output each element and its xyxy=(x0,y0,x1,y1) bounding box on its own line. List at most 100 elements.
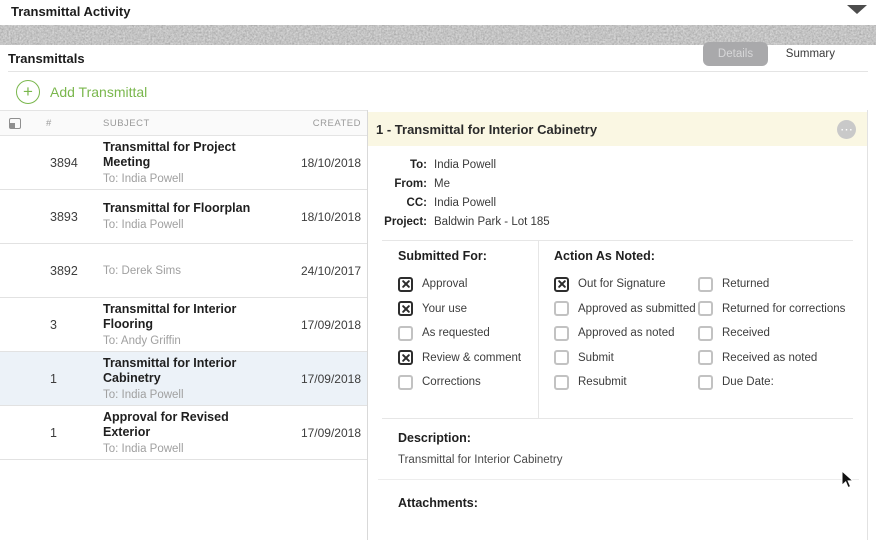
checkbox-item[interactable]: Approved as noted xyxy=(554,321,698,346)
checkbox-label: Corrections xyxy=(422,376,481,389)
checkbox-label: Received xyxy=(722,327,770,340)
row-subject: Transmittal for Interior Cabinetry xyxy=(103,355,237,385)
checkbox-label: Resubmit xyxy=(578,376,627,389)
checkbox-item[interactable]: Review & comment xyxy=(398,346,538,371)
checkbox-item[interactable]: As requested xyxy=(398,321,538,346)
checkbox-item[interactable]: Approval xyxy=(398,272,538,297)
table-row[interactable]: 1 Approval for Revised Exterior To: Indi… xyxy=(0,406,367,460)
add-transmittal-label: Add Transmittal xyxy=(50,83,148,100)
row-recipient: To: India Powell xyxy=(103,172,184,185)
checkbox[interactable] xyxy=(698,276,713,292)
plus-circle-icon: + xyxy=(16,79,40,104)
row-created-date: 17/09/2018 xyxy=(300,371,361,386)
checkbox[interactable] xyxy=(554,374,569,390)
row-created-date: 18/10/2018 xyxy=(300,155,361,170)
meta-value: Baldwin Park - Lot 185 xyxy=(434,215,550,228)
checkbox-item[interactable]: Received as noted xyxy=(698,346,853,371)
submitted-for-section: Submitted For: Approval Your use As requ… xyxy=(382,241,538,418)
table-row[interactable]: 3893 Transmittal for Floorplan To: India… xyxy=(0,190,367,244)
checkbox-label: Approved as noted xyxy=(578,327,675,340)
checkbox-item[interactable]: Approved as submitted xyxy=(554,297,698,322)
add-transmittal-button[interactable]: + Add Transmittal xyxy=(16,79,147,104)
checkbox-item[interactable]: Your use xyxy=(398,297,538,322)
row-number: 3893 xyxy=(50,209,78,224)
submitted-for-title: Submitted For: xyxy=(398,249,487,263)
checkbox[interactable] xyxy=(698,350,713,366)
checkbox-label: Returned for corrections xyxy=(722,302,846,315)
checkbox[interactable] xyxy=(398,325,413,341)
checkbox-item[interactable]: Received xyxy=(698,321,853,346)
column-header-subject: SUBJECT xyxy=(103,117,150,129)
meta-label: To: xyxy=(409,158,427,171)
table-rows: 3894 Transmittal for Project Meeting To:… xyxy=(0,136,367,460)
description-value: Transmittal for Interior Cabinetry xyxy=(398,454,563,466)
ellipsis-icon: ⋯ xyxy=(840,121,853,137)
checkbox-label: Approved as submitted xyxy=(578,302,696,315)
row-subject: Transmittal for Floorplan xyxy=(103,201,251,215)
column-header-created: CREATED xyxy=(312,117,361,129)
checkbox[interactable] xyxy=(554,276,569,292)
meta-row: From: Me xyxy=(382,174,867,193)
checkbox[interactable] xyxy=(554,325,569,341)
transmittal-detail-panel: 1 - Transmittal for Interior Cabinetry ⋯… xyxy=(368,110,868,540)
checkbox-item[interactable]: Returned xyxy=(698,272,853,297)
row-recipient: To: India Powell xyxy=(103,219,184,231)
checkbox[interactable] xyxy=(398,350,413,366)
meta-row: Project: Baldwin Park - Lot 185 xyxy=(382,212,867,231)
checkbox[interactable] xyxy=(398,374,413,390)
details-toggle-button[interactable]: Details xyxy=(703,42,768,66)
checkbox[interactable] xyxy=(554,301,569,317)
column-header-number: # xyxy=(46,117,52,129)
divider xyxy=(378,479,859,480)
table-row[interactable]: 1 Transmittal for Interior Cabinetry To:… xyxy=(0,352,367,406)
checkbox-item[interactable]: Returned for corrections xyxy=(698,297,853,322)
checkbox[interactable] xyxy=(698,325,713,341)
divider xyxy=(382,240,853,241)
meta-value: India Powell xyxy=(434,158,497,171)
checkbox-area: Submitted For: Approval Your use As requ… xyxy=(382,241,853,418)
checkbox-label: Received as noted xyxy=(722,351,818,364)
grid-icon xyxy=(9,117,21,129)
description-title: Description: xyxy=(398,431,471,445)
checkbox[interactable] xyxy=(698,374,713,390)
table-row[interactable]: 3 Transmittal for Interior Flooring To: … xyxy=(0,298,367,352)
row-number: 3 xyxy=(50,317,57,332)
checkbox[interactable] xyxy=(398,301,413,317)
table-row[interactable]: 3894 Transmittal for Project Meeting To:… xyxy=(0,136,367,190)
meta-label: Project: xyxy=(384,215,427,228)
divider xyxy=(382,418,853,419)
detail-header: 1 - Transmittal for Interior Cabinetry ⋯ xyxy=(368,112,867,146)
checkbox[interactable] xyxy=(398,276,413,292)
meta-row: To: India Powell xyxy=(382,155,867,174)
checkbox-item[interactable]: Due Date: xyxy=(698,370,853,395)
meta-row: CC: India Powell xyxy=(382,193,867,212)
row-subject: Transmittal for Project Meeting xyxy=(103,139,236,169)
divider xyxy=(8,71,868,72)
row-number: 3894 xyxy=(50,155,78,170)
transmittal-list: # SUBJECT CREATED 3894 Transmittal for P… xyxy=(0,110,368,540)
row-subject: Transmittal for Interior Flooring xyxy=(103,301,237,331)
collapse-caret-icon[interactable] xyxy=(847,5,867,14)
table-row[interactable]: 3892 To: Derek Sims 24/10/2017 xyxy=(0,244,367,298)
redacted-noise-band xyxy=(0,25,876,45)
checkbox-label: Review & comment xyxy=(422,351,522,364)
more-options-button[interactable]: ⋯ xyxy=(837,119,856,139)
row-recipient: To: India Powell xyxy=(103,388,184,401)
checkbox-item[interactable]: Out for Signature xyxy=(554,272,698,297)
checkbox-item[interactable]: Corrections xyxy=(398,370,538,395)
checkbox-label: Approval xyxy=(422,278,468,291)
action-as-noted-section: Action As Noted: Out for Signature Appro… xyxy=(539,241,853,418)
summary-toggle-button[interactable]: Summary xyxy=(786,42,835,66)
checkbox-label: Out for Signature xyxy=(578,278,666,291)
detail-title: 1 - Transmittal for Interior Cabinetry xyxy=(376,121,598,137)
checkbox[interactable] xyxy=(554,350,569,366)
checkbox[interactable] xyxy=(698,301,713,317)
checkbox-label: Due Date: xyxy=(722,376,774,389)
checkbox-label: Returned xyxy=(722,278,770,291)
checkbox-item[interactable]: Resubmit xyxy=(554,370,698,395)
checkbox-item[interactable]: Submit xyxy=(554,346,698,371)
row-recipient: To: Andy Griffin xyxy=(103,334,181,347)
checkbox-label: Submit xyxy=(578,351,614,364)
meta-label: CC: xyxy=(406,196,427,209)
page-title: Transmittal Activity xyxy=(11,4,131,19)
